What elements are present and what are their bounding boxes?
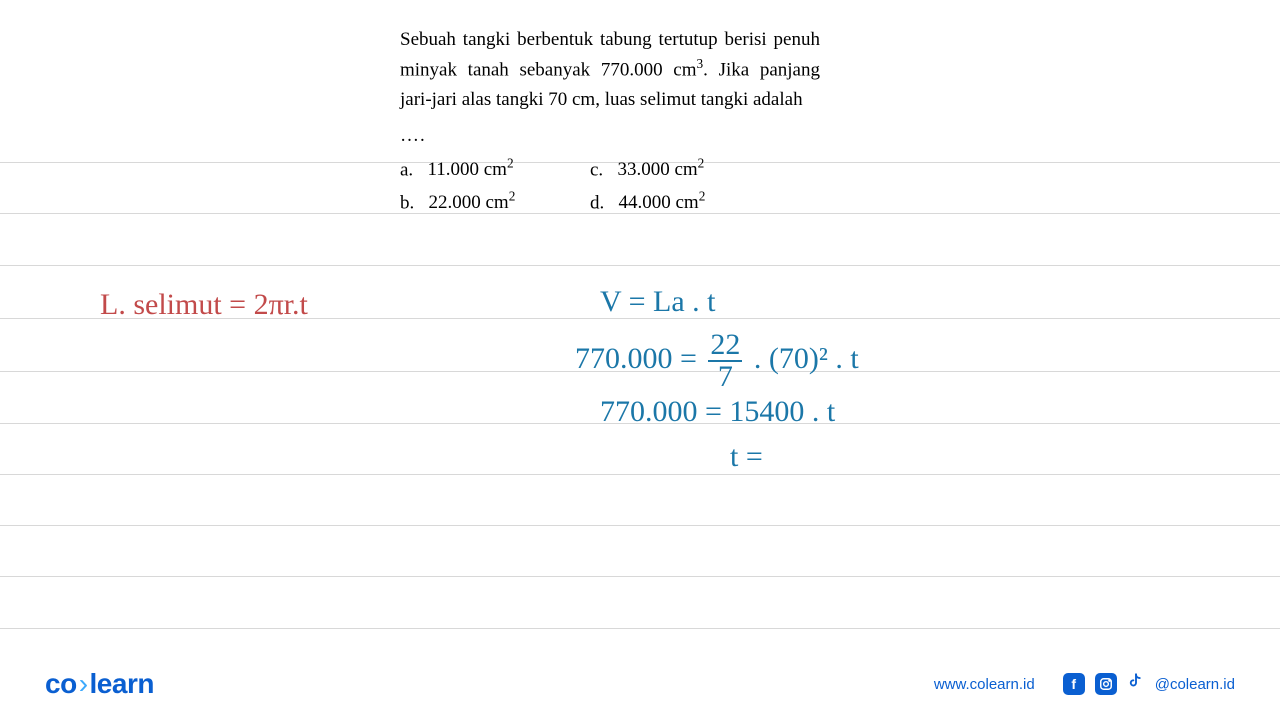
logo-left: co	[45, 668, 77, 699]
social-handle: @colearn.id	[1155, 676, 1235, 693]
facebook-icon: f	[1063, 673, 1085, 695]
ruled-line	[0, 525, 1280, 526]
question-dots: ….	[400, 121, 820, 150]
work-line-4: t =	[730, 440, 763, 474]
answer-options: a. 11.000 cm2 c. 33.000 cm2 b. 22.000 cm…	[400, 154, 820, 218]
ruled-line	[0, 628, 1280, 629]
ruled-line	[0, 576, 1280, 577]
logo-sep: ›	[79, 668, 88, 699]
instagram-icon	[1095, 673, 1117, 695]
brand-logo: co›learn	[45, 668, 154, 700]
option-b: b. 22.000 cm2	[400, 187, 590, 218]
footer-right: www.colearn.id f @colearn.id	[934, 672, 1235, 696]
logo-right: learn	[90, 668, 154, 699]
option-d: d. 44.000 cm2	[590, 187, 780, 218]
website-url: www.colearn.id	[934, 676, 1035, 693]
work-line-2: 770.000 = 227 . (70)² . t	[575, 330, 859, 392]
work-line-3: 770.000 = 15400 . t	[600, 395, 835, 429]
formula-lateral-area: L. selimut = 2πr.t	[100, 288, 308, 322]
question-block: Sebuah tangki berbentuk tabung tertutup …	[400, 25, 820, 218]
option-a: a. 11.000 cm2	[400, 154, 590, 185]
ruled-line	[0, 474, 1280, 475]
ruled-line	[0, 265, 1280, 266]
footer: co›learn www.colearn.id f @colearn.id	[0, 668, 1280, 700]
option-c: c. 33.000 cm2	[590, 154, 780, 185]
tiktok-icon	[1127, 672, 1145, 696]
question-text: Sebuah tangki berbentuk tabung tertutup …	[400, 25, 820, 115]
work-line-1: V = La . t	[600, 285, 716, 319]
